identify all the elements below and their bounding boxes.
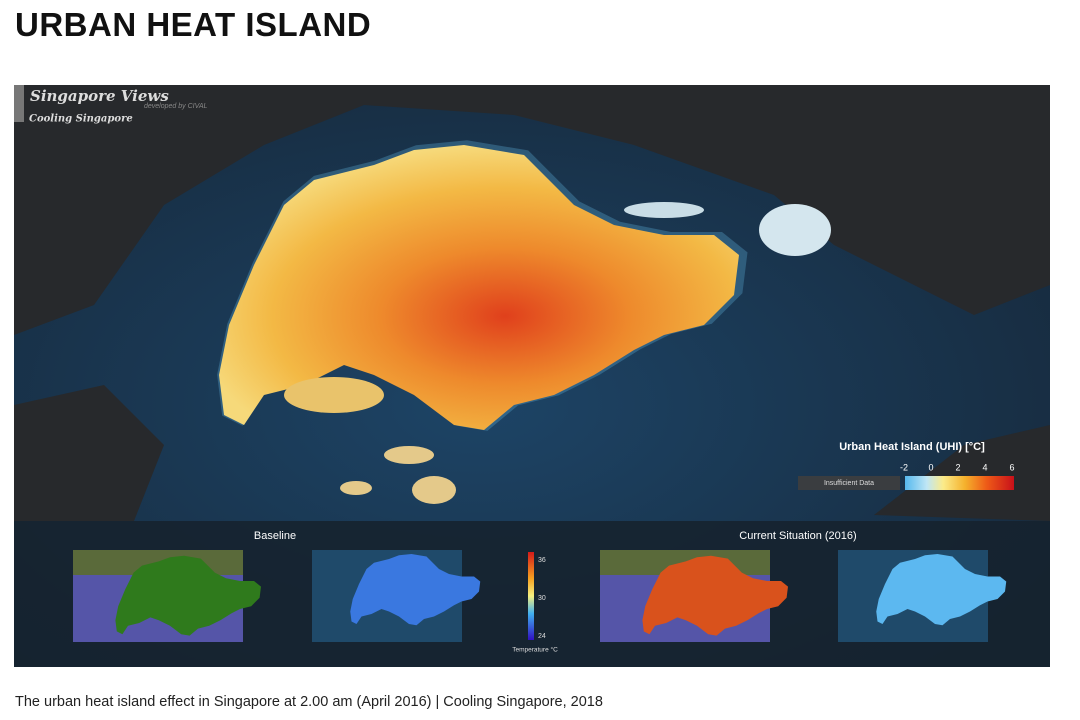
islet <box>412 476 456 504</box>
figure: Singapore Views developed by CIVAL Cooli… <box>14 85 1050 667</box>
land-south <box>874 425 1050 521</box>
legend-tick: -2 <box>900 462 908 472</box>
islet <box>284 377 384 413</box>
legend-scale <box>905 476 1014 490</box>
subtitle: Cooling Singapore <box>29 114 133 125</box>
legend-title: Urban Heat Island (UHI) [°C] <box>839 441 985 453</box>
legend-tick: 4 <box>982 462 987 472</box>
temp-scale <box>528 552 534 640</box>
legend-tick: 2 <box>955 462 960 472</box>
page-title: URBAN HEAT ISLAND <box>15 6 372 43</box>
islet <box>340 481 372 495</box>
islet <box>624 202 704 218</box>
temp-tick: 30 <box>538 595 546 602</box>
legend-tick: 0 <box>928 462 933 472</box>
legend-missing-swatch <box>798 476 900 490</box>
temp-tick: 36 <box>538 557 546 564</box>
islet <box>759 204 831 256</box>
legend-missing: Insufficient Data <box>824 480 874 487</box>
land-north <box>14 85 1050 335</box>
panel-label: Current Situation (2016) <box>739 530 856 542</box>
temp-ticks: 36 30 24 <box>538 557 546 640</box>
panel-label: Baseline <box>254 530 296 542</box>
temp-tick: 24 <box>538 633 546 640</box>
brand: Singapore Views <box>30 87 169 105</box>
islet <box>384 446 434 464</box>
credit: developed by CIVAL <box>144 103 208 110</box>
temp-label: Temperature °C <box>512 646 558 654</box>
legend-ticks: -2 0 2 4 6 <box>900 462 1015 472</box>
land-west <box>14 385 164 521</box>
caption: The urban heat island effect in Singapor… <box>15 694 603 710</box>
logo-bar <box>14 85 24 122</box>
legend-tick: 6 <box>1009 462 1014 472</box>
